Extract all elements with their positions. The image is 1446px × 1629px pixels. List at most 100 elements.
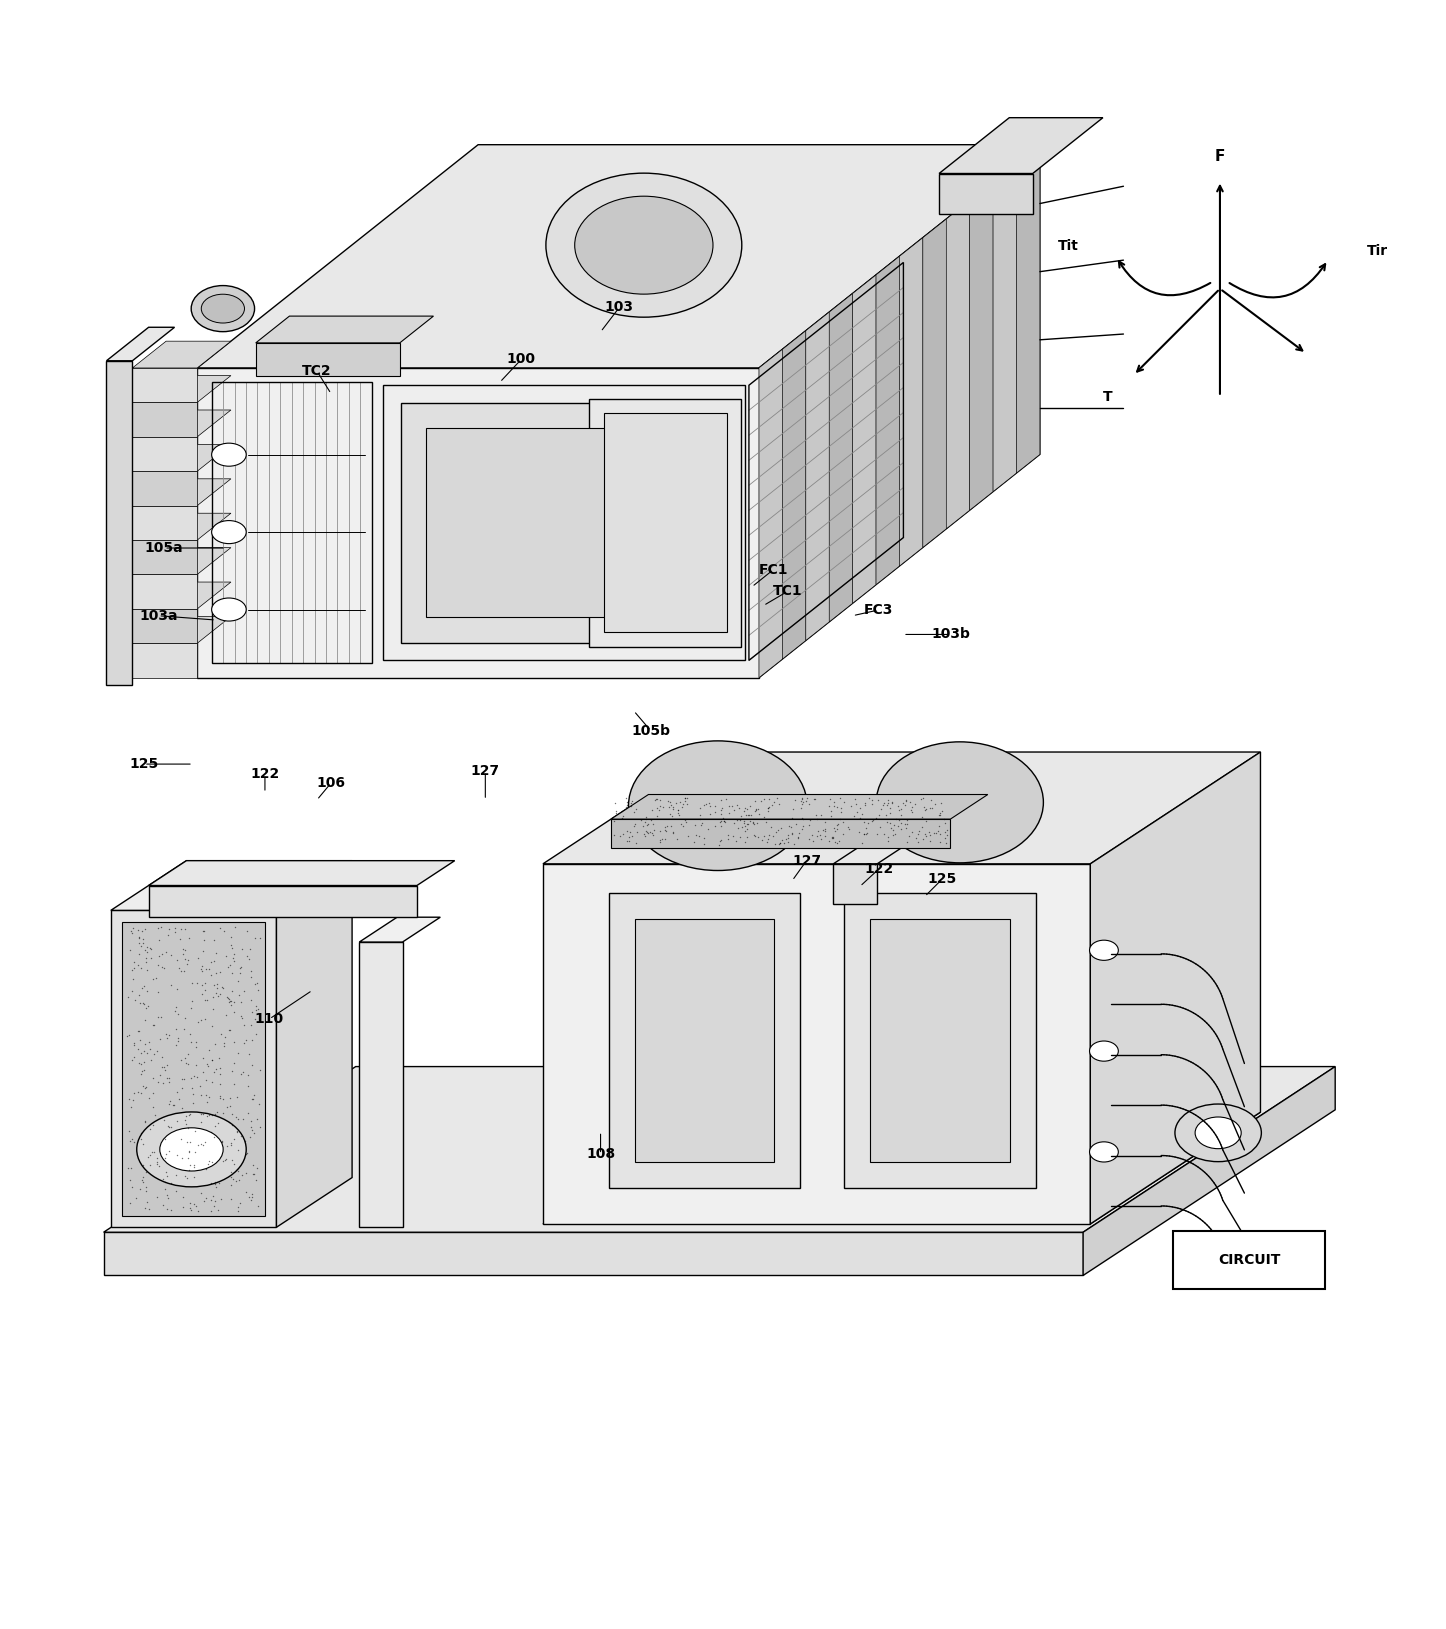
Point [801, 828, 824, 854]
Point [172, 1065, 195, 1091]
Point [187, 1197, 210, 1223]
Point [129, 1126, 152, 1152]
Point [230, 989, 253, 1015]
Point [853, 792, 876, 818]
Point [208, 1070, 231, 1096]
Point [201, 1047, 224, 1074]
Point [829, 785, 852, 811]
Point [688, 806, 711, 832]
Point [246, 1106, 269, 1132]
Point [223, 1028, 246, 1054]
Point [133, 1194, 156, 1220]
Polygon shape [133, 547, 231, 575]
Point [217, 986, 240, 1012]
Point [210, 1129, 233, 1155]
Point [159, 1197, 182, 1223]
Point [163, 999, 187, 1025]
Point [737, 801, 761, 828]
Point [889, 816, 912, 842]
Point [726, 806, 749, 832]
Point [202, 1192, 226, 1218]
Point [202, 927, 226, 953]
Point [766, 785, 790, 811]
Point [659, 792, 683, 818]
Point [240, 1087, 263, 1113]
Point [137, 1142, 161, 1168]
Point [208, 1083, 231, 1109]
Point [200, 1047, 223, 1074]
Point [237, 1062, 260, 1088]
Ellipse shape [1176, 1104, 1261, 1161]
Point [210, 1186, 233, 1212]
Point [710, 797, 733, 823]
Point [797, 826, 820, 852]
Point [817, 793, 840, 819]
Point [905, 824, 928, 850]
Point [171, 1184, 194, 1210]
Point [246, 977, 269, 1003]
Point [801, 821, 824, 847]
Point [934, 824, 957, 850]
Point [136, 1189, 159, 1215]
Point [137, 1196, 161, 1222]
Point [920, 795, 943, 821]
Point [654, 826, 677, 852]
Point [724, 792, 748, 818]
Point [924, 819, 947, 845]
Point [184, 1030, 207, 1056]
Point [156, 1196, 179, 1222]
Point [820, 798, 843, 824]
Point [727, 816, 750, 842]
Point [918, 795, 941, 821]
Point [239, 1124, 262, 1150]
Point [137, 1144, 161, 1170]
Ellipse shape [211, 521, 246, 544]
Point [857, 785, 881, 811]
Point [121, 1047, 145, 1074]
Point [208, 1054, 231, 1080]
Point [121, 1044, 145, 1070]
Point [853, 821, 876, 847]
Ellipse shape [547, 173, 742, 318]
Point [132, 930, 155, 956]
Point [200, 1069, 223, 1095]
Point [808, 826, 831, 852]
Point [156, 1113, 179, 1139]
Polygon shape [133, 471, 197, 505]
Point [843, 803, 866, 829]
Point [927, 818, 950, 844]
Polygon shape [899, 238, 923, 565]
Point [146, 1152, 169, 1178]
Point [146, 979, 169, 1005]
Point [117, 1087, 140, 1113]
Point [136, 956, 159, 982]
Point [192, 917, 215, 943]
Point [166, 1025, 189, 1051]
Point [844, 798, 868, 824]
Point [236, 1140, 259, 1166]
Point [617, 824, 641, 850]
Point [117, 1117, 140, 1144]
Point [213, 1148, 236, 1175]
Point [217, 989, 240, 1015]
Point [236, 943, 259, 969]
Text: 122: 122 [863, 862, 894, 876]
Point [635, 818, 658, 844]
Point [761, 823, 784, 849]
Point [684, 811, 707, 837]
Point [811, 816, 834, 842]
Point [126, 951, 149, 977]
Text: 105a: 105a [145, 541, 184, 555]
Point [181, 987, 204, 1013]
Point [192, 1188, 215, 1214]
Point [200, 1170, 223, 1196]
Point [244, 1166, 268, 1192]
Point [830, 795, 853, 821]
Point [642, 818, 665, 844]
Point [147, 1069, 171, 1095]
Point [213, 1033, 236, 1059]
Point [176, 946, 200, 973]
Point [221, 1166, 244, 1192]
Point [768, 831, 791, 857]
Point [911, 814, 934, 841]
